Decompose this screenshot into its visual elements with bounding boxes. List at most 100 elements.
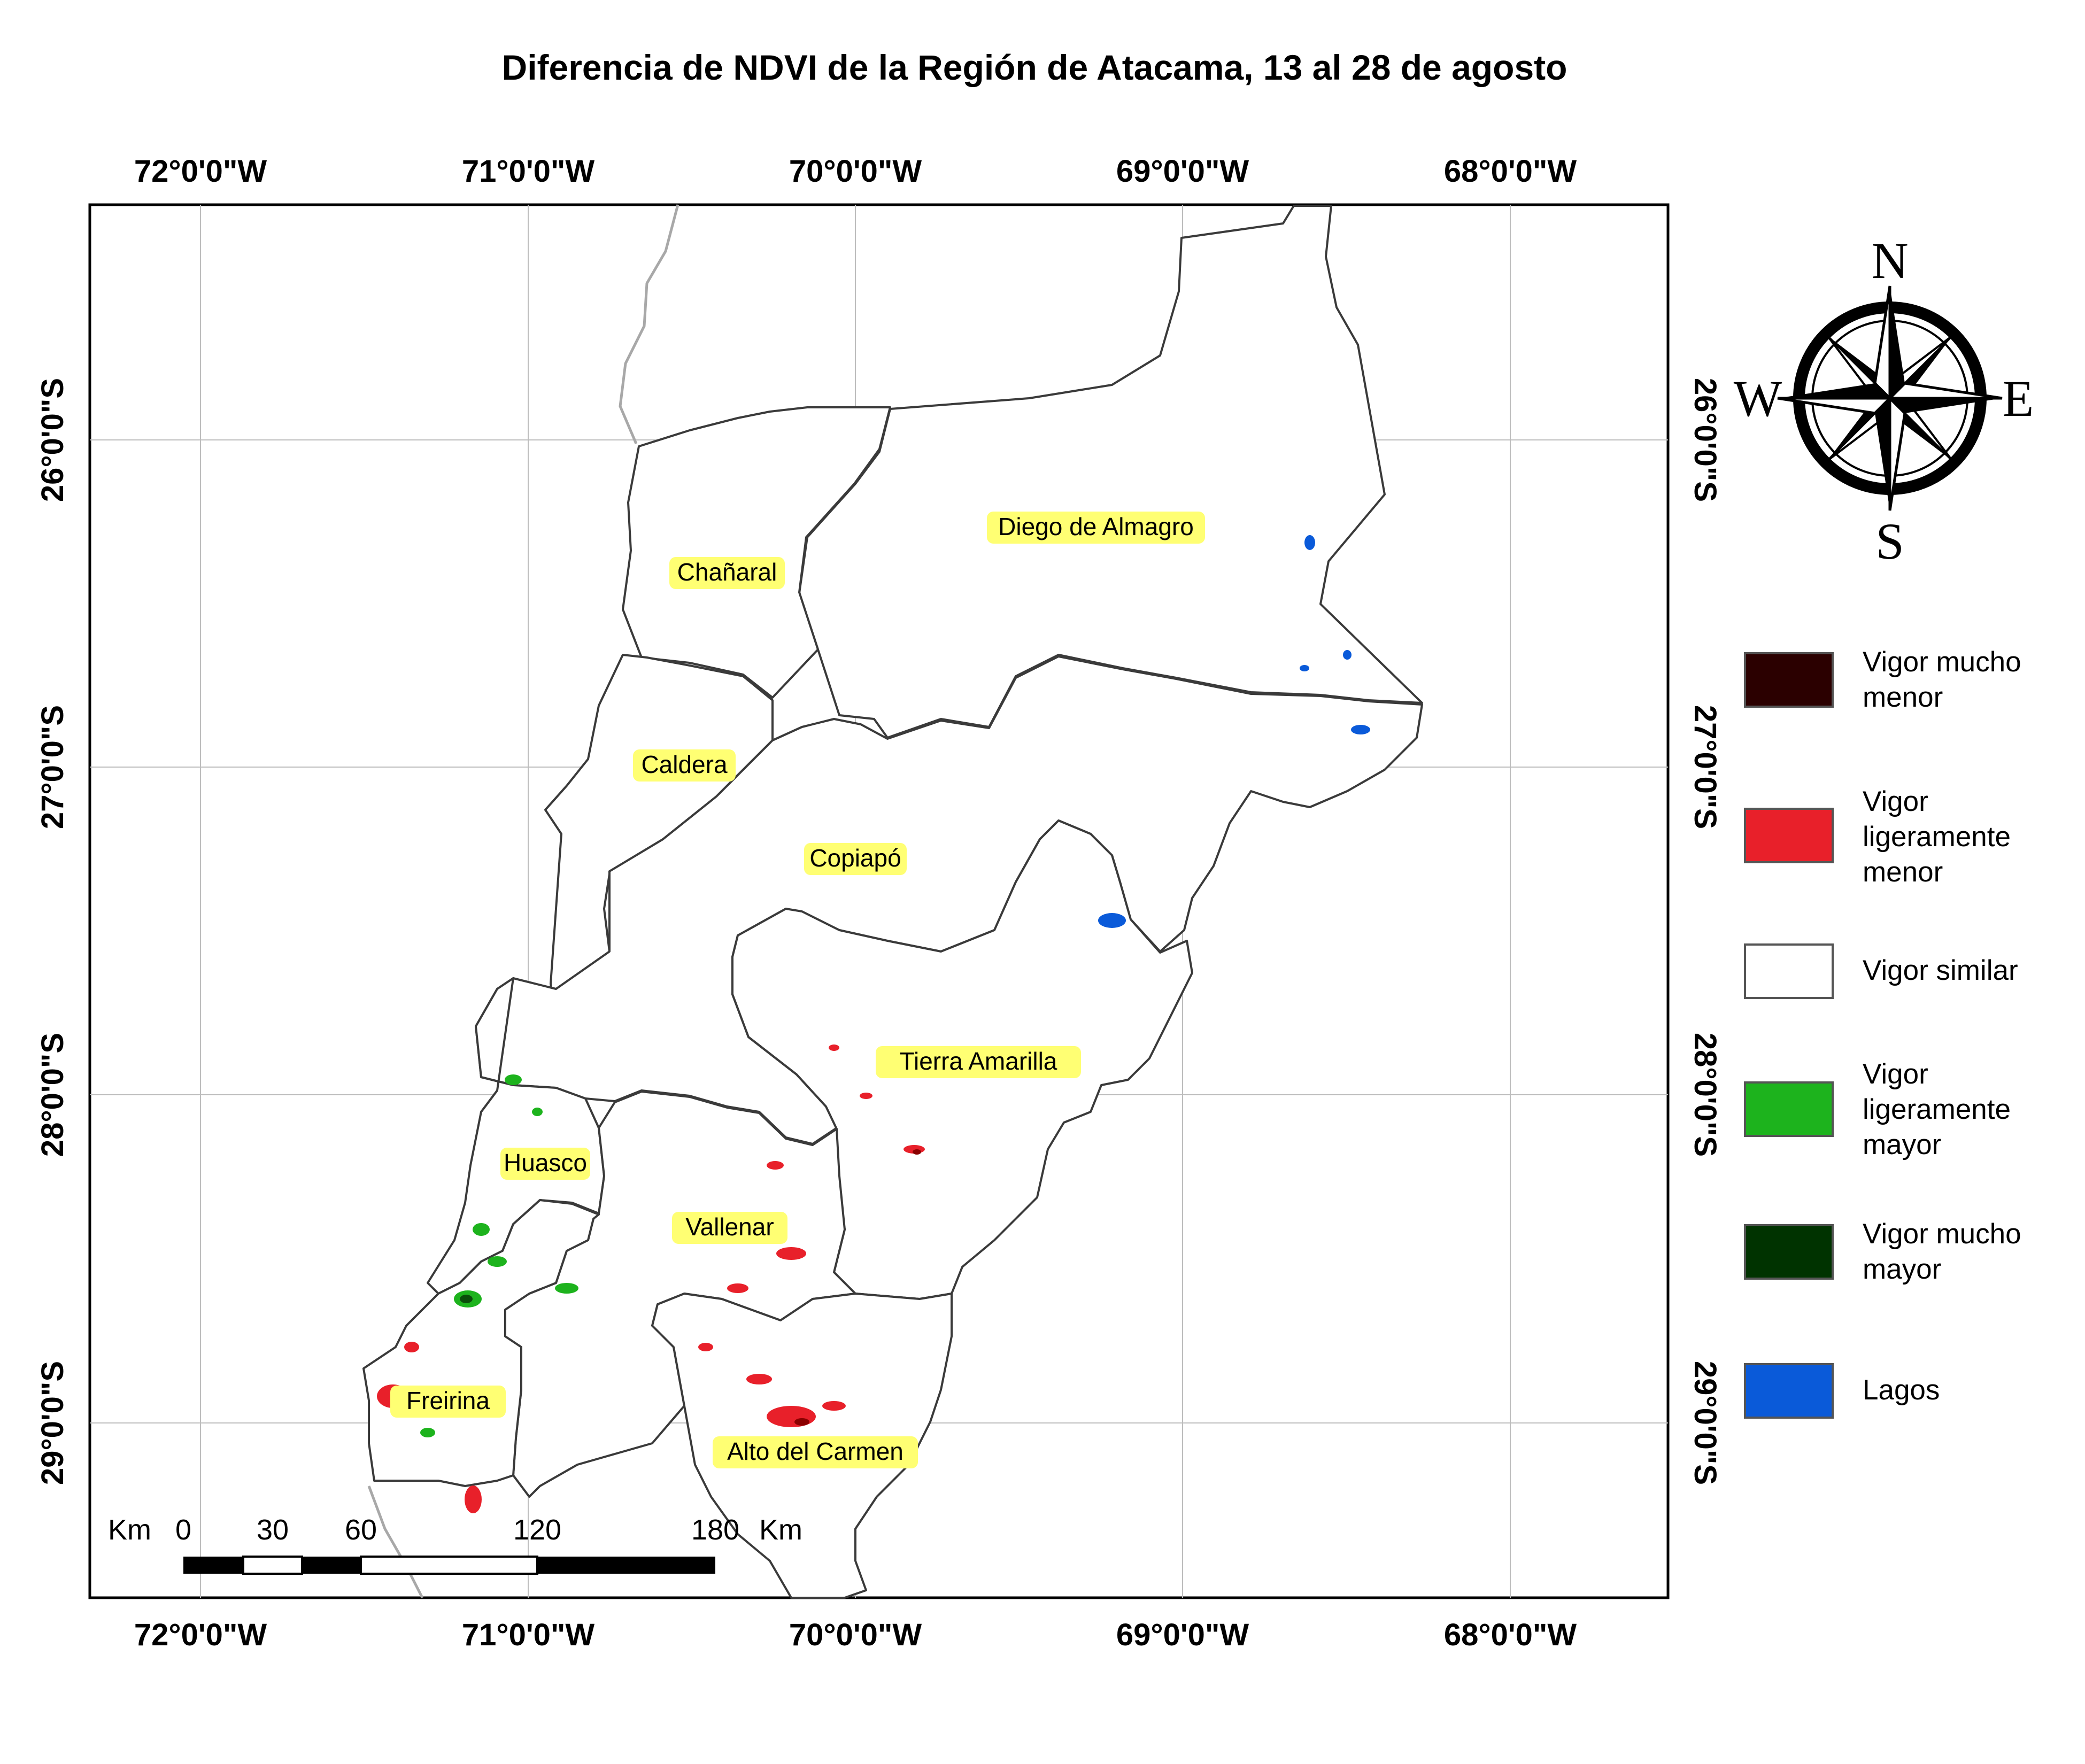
compass-rose-icon: N S E W — [1734, 232, 2034, 570]
red-area-vallenar-2 — [767, 1161, 784, 1170]
lat-tick-right-28: 28°0'0"S — [1688, 1033, 1723, 1157]
red-area-tierra-amarilla-2 — [860, 1093, 872, 1099]
compass-north-label: N — [1871, 232, 1908, 289]
lon-tick-top-72: 72°0'0"W — [134, 154, 267, 189]
lat-tick-left-29: 29°0'0"S — [35, 1361, 70, 1485]
lon-tick-bottom-72: 72°0'0"W — [134, 1618, 267, 1652]
lon-tick-bottom-69: 69°0'0"W — [1116, 1618, 1249, 1652]
red-area-alto-carmen-1 — [767, 1406, 816, 1427]
green-area-vallenar-west — [555, 1283, 578, 1294]
legend-swatch — [1744, 1363, 1834, 1419]
place-label-bg-vallenar — [672, 1212, 787, 1244]
green-area-huasco-3 — [532, 1108, 543, 1116]
scale-tick-0: 0 — [175, 1514, 191, 1546]
place-label-bg-huasco — [500, 1148, 590, 1180]
legend-label: Lagos — [1863, 1374, 1940, 1406]
place-label-bg-freirina — [390, 1386, 506, 1418]
red-area-alto-carmen-4 — [822, 1401, 846, 1411]
scale-segment-2 — [242, 1556, 303, 1575]
red-area-tierra-amarilla-3 — [829, 1045, 839, 1051]
place-label-chanaral: Chañaral — [677, 558, 777, 586]
lon-tick-top-70: 70°0'0"W — [789, 154, 922, 189]
place-label-vallenar: Vallenar — [685, 1213, 774, 1241]
lake-diego-de-almagro-4 — [1351, 725, 1370, 734]
red-area-vallenar-3 — [727, 1283, 748, 1293]
place-label-copiapo: Copiapó — [809, 844, 901, 872]
lake-diego-de-almagro-2 — [1343, 650, 1352, 660]
legend-label: Vigor ligeramente menor — [1863, 786, 2011, 888]
legend-label: Vigor mucho mayor — [1863, 1218, 2021, 1285]
red-area-freirina-north — [404, 1342, 419, 1352]
red-area-vallenar-1 — [776, 1247, 806, 1260]
legend-label: Vigor ligeramente mayor — [1863, 1058, 2011, 1160]
legend-swatch — [1744, 1081, 1834, 1137]
place-label-bg-alto-del-carmen — [713, 1436, 918, 1468]
lat-tick-left-28: 28°0'0"S — [35, 1033, 70, 1157]
compass-main-points — [1777, 285, 2003, 511]
legend-label: Vigor mucho menor — [1863, 646, 2021, 713]
dark-green-area-1 — [460, 1295, 473, 1303]
scale-segment-4 — [360, 1556, 538, 1575]
red-area-alto-carmen-5 — [698, 1343, 713, 1351]
scale-bar: Km 0 30 60 120 180 Km — [108, 1514, 802, 1575]
red-area-freirina-south — [465, 1486, 482, 1513]
place-label-huasco: Huasco — [504, 1149, 587, 1177]
green-area-huasco-2 — [505, 1074, 522, 1085]
lat-tick-right-26: 26°0'0"S — [1688, 378, 1723, 502]
scale-segment-1 — [183, 1557, 243, 1574]
place-label-bg-caldera — [633, 749, 736, 782]
lake-diego-de-almagro-3 — [1300, 665, 1309, 671]
place-label-bg-copiapo — [804, 843, 907, 875]
lat-tick-right-27: 27°0'0"S — [1688, 705, 1723, 829]
green-area-freirina — [420, 1428, 435, 1437]
red-area-alto-carmen-2 — [746, 1374, 772, 1384]
lon-tick-top-68: 68°0'0"W — [1444, 154, 1577, 189]
southern-border — [367, 1486, 424, 1599]
legend-swatch — [1744, 808, 1834, 863]
scale-tick-60: 60 — [345, 1514, 377, 1546]
dark-red-area-2 — [913, 1149, 921, 1155]
lake-copiapo — [1098, 913, 1126, 928]
scale-unit-end-label: Km — [759, 1514, 802, 1546]
legend-swatch — [1744, 1224, 1834, 1280]
lat-tick-right-29: 29°0'0"S — [1688, 1361, 1723, 1485]
place-label-bg-diego-de-almagro — [987, 512, 1205, 544]
place-label-freirina: Freirina — [406, 1387, 490, 1414]
dark-red-area-1 — [794, 1418, 809, 1426]
legend-swatch — [1744, 943, 1834, 999]
scale-tick-180: 180 — [691, 1514, 739, 1546]
place-label-alto-del-carmen: Alto del Carmen — [727, 1437, 904, 1465]
place-label-bg-tierra-amarilla — [876, 1046, 1081, 1078]
place-label-diego-de-almagro: Diego de Almagro — [998, 513, 1194, 540]
lon-tick-bottom-68: 68°0'0"W — [1444, 1618, 1577, 1652]
legend-swatch — [1744, 652, 1834, 708]
scale-tick-120: 120 — [513, 1514, 561, 1546]
compass-east-label: E — [2003, 370, 2034, 427]
scale-segment-5 — [537, 1557, 715, 1574]
place-label-bg-chanaral — [669, 557, 785, 589]
place-label-caldera: Caldera — [641, 751, 728, 778]
compass-west-label: W — [1734, 370, 1782, 427]
compass-south-label: S — [1875, 513, 1904, 570]
legend-label: Vigor similar — [1863, 955, 2018, 986]
lat-tick-left-26: 26°0'0"S — [35, 378, 70, 502]
northern-border — [619, 204, 679, 444]
lakes — [1098, 535, 1370, 928]
lat-tick-left-27: 27°0'0"S — [35, 705, 70, 829]
scale-tick-30: 30 — [257, 1514, 289, 1546]
ndvi-dark-green-areas — [460, 1295, 473, 1303]
green-area-huasco-5 — [488, 1256, 507, 1267]
place-label-tierra-amarilla: Tierra Amarilla — [900, 1047, 1057, 1075]
tick-labels: 72°0'0"W 71°0'0"W 70°0'0"W 69°0'0"W 68°0… — [35, 154, 1723, 1652]
lake-diego-de-almagro-1 — [1304, 535, 1315, 550]
lon-tick-bottom-70: 70°0'0"W — [789, 1618, 922, 1652]
scale-unit-label: Km — [108, 1514, 151, 1546]
lon-tick-top-71: 71°0'0"W — [462, 154, 595, 189]
place-labels: Diego de Almagro Chañaral Caldera Copiapó Ti… — [390, 512, 1205, 1468]
scale-segment-3 — [302, 1557, 361, 1574]
green-area-huasco-4 — [473, 1223, 490, 1236]
lon-tick-top-69: 69°0'0"W — [1116, 154, 1249, 189]
commune-chanaral — [622, 406, 891, 699]
ndvi-dark-red-areas — [794, 1149, 921, 1426]
